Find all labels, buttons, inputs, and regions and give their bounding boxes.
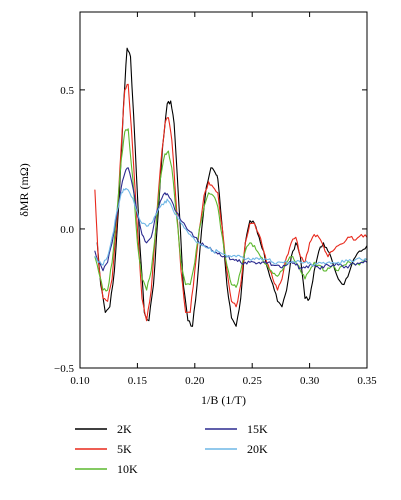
x-tick-label: 0.35 [357,375,377,387]
x-axis-label: 1/B (1/T) [201,393,246,407]
y-tick-label: 0.5 [60,85,74,97]
y-tick-label: −0.5 [54,363,74,375]
axes-layer: 0.10 0.15 0.20 0.25 0.30 0.35 −0.5 0.0 0.5 [54,11,377,387]
y-axis-label: δMR (mΩ) [17,163,31,217]
plot-frame [79,11,368,369]
x-tick-label: 0.25 [243,375,263,387]
series-layer [94,47,368,327]
legend-label-20K: 20K [247,442,268,456]
legend-label-15K: 15K [247,422,268,436]
legend-label-10K: 10K [117,462,138,476]
series-line-2K [96,47,368,327]
x-tick-label: 0.10 [70,375,90,387]
legend-label-2K: 2K [117,422,132,436]
series-line-20K [94,187,368,267]
x-tick-label: 0.30 [300,375,320,387]
legend: 2K 5K 10K 15K 20K [75,422,268,476]
x-tick-label: 0.20 [185,375,205,387]
legend-label-5K: 5K [117,442,132,456]
y-tick-label: 0.0 [60,224,74,236]
x-tick-label: 0.15 [128,375,148,387]
